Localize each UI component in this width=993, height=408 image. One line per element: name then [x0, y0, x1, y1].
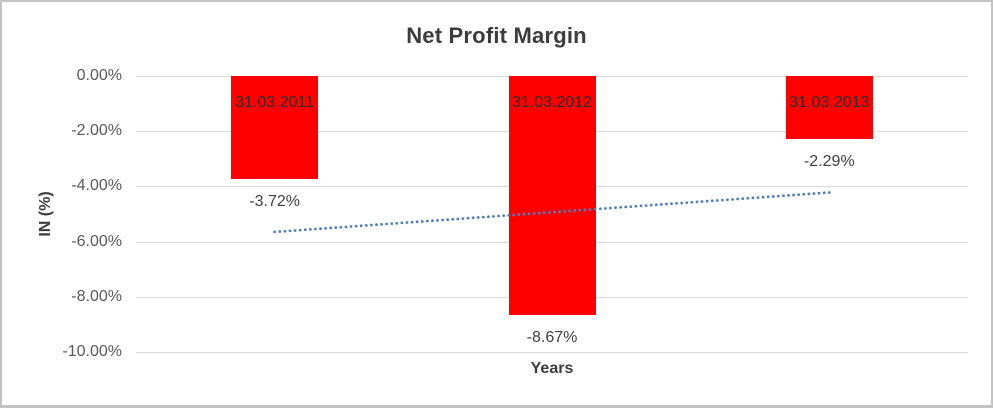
y-tick-label: -10.00% — [62, 343, 122, 360]
y-tick-label: -6.00% — [71, 232, 122, 250]
chart-title: Net Profit Margin — [406, 23, 587, 48]
y-tick-label: -4.00% — [71, 177, 122, 195]
y-tick-label: -2.00% — [71, 122, 122, 140]
bar-31.03.2013 — [785, 76, 873, 140]
y-tick-label: 0.00% — [76, 67, 122, 84]
category-label: 31.03.2011 — [235, 94, 315, 111]
bar-31.03.2011 — [231, 76, 319, 179]
gridline — [136, 352, 968, 353]
value-label: -8.67% — [526, 329, 578, 347]
category-label: 31.03.2012 — [511, 94, 593, 111]
value-label: -2.29% — [803, 153, 855, 171]
y-tick-label: -8.00% — [71, 287, 122, 305]
y-axis-title: IN (%) — [37, 191, 54, 237]
value-label: -3.72% — [249, 192, 300, 210]
category-label: 31.03.2013 — [789, 94, 870, 111]
x-axis-title: Years — [530, 360, 574, 377]
